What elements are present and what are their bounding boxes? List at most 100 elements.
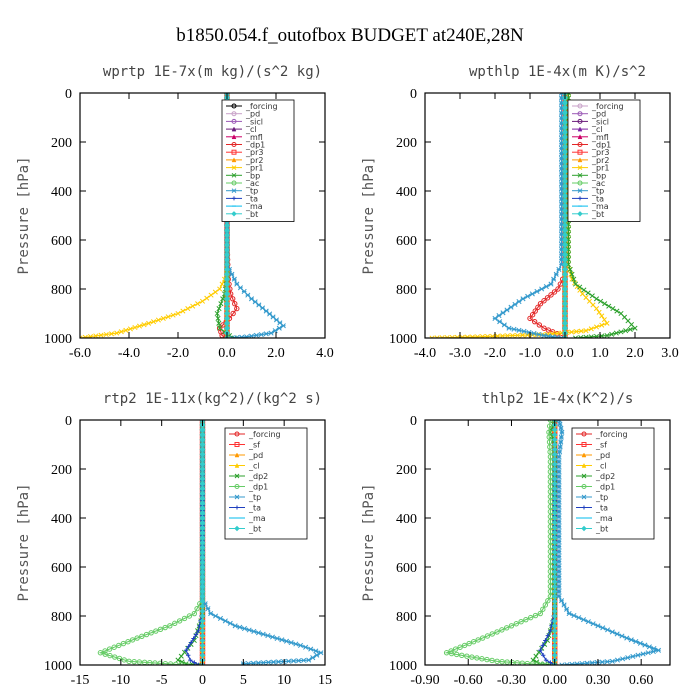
data-point	[162, 624, 168, 631]
data-point	[139, 633, 145, 639]
data-point	[474, 655, 480, 661]
data-point	[190, 303, 196, 309]
x-tick-label: -0.30	[497, 673, 526, 688]
data-point	[120, 640, 127, 647]
legend-label: _pr1	[245, 164, 263, 173]
data-point	[578, 328, 584, 334]
legend-marker	[231, 165, 237, 170]
y-tick-label: 800	[51, 610, 72, 625]
legend-label: _bt	[595, 525, 608, 534]
data-point	[506, 325, 512, 331]
data-point	[556, 558, 562, 565]
x-tick-label: -10	[111, 673, 130, 688]
data-point	[546, 429, 552, 435]
data-point	[288, 640, 294, 646]
legend-label: _cl	[595, 462, 607, 471]
legend-marker	[577, 134, 583, 140]
data-point	[231, 276, 237, 282]
legend-label: _bp	[591, 171, 606, 180]
legend-label: _forcing	[591, 102, 624, 111]
legend-entry: _pd	[229, 451, 263, 460]
data-point	[116, 642, 122, 649]
legend-label: _ta	[591, 194, 604, 203]
data-point	[540, 643, 546, 648]
data-point	[588, 334, 594, 338]
axes-frame	[424, 92, 671, 339]
data-point	[484, 656, 490, 663]
data-point	[504, 333, 511, 338]
data-point	[153, 628, 159, 634]
data-point	[558, 176, 565, 182]
x-tick-label: 2.0	[626, 346, 644, 361]
data-point	[547, 548, 554, 555]
data-point	[518, 619, 524, 625]
legend-entry: _ta	[572, 194, 604, 203]
data-point	[564, 606, 570, 612]
legend-entry: _sicl	[572, 117, 609, 126]
data-point	[199, 298, 206, 304]
legend-label: _tp	[245, 187, 258, 196]
data-point	[234, 305, 240, 312]
data-point	[214, 310, 220, 317]
data-point	[556, 504, 562, 510]
legend-entry: _ta	[576, 504, 608, 513]
series-line	[444, 420, 551, 665]
data-point	[160, 315, 166, 321]
data-point	[208, 292, 214, 298]
data-point	[251, 628, 257, 634]
data-point	[545, 633, 551, 638]
data-point	[155, 317, 161, 323]
data-point	[599, 322, 605, 328]
data-point	[241, 626, 248, 632]
legend-marker	[577, 126, 583, 132]
data-point	[547, 469, 554, 475]
y-tick-label: 0	[65, 87, 72, 102]
data-point	[301, 657, 307, 663]
data-point	[558, 425, 564, 431]
data-point	[547, 508, 554, 515]
data-point	[557, 444, 563, 450]
data-point	[620, 656, 626, 662]
y-tick-label: 1000	[44, 332, 72, 347]
data-point	[501, 322, 507, 328]
data-point	[594, 659, 600, 665]
data-point	[572, 335, 579, 338]
data-point	[193, 632, 199, 637]
data-point	[556, 499, 562, 505]
data-point	[588, 326, 594, 332]
legend-label: _forcing	[245, 102, 278, 111]
data-point	[547, 464, 554, 470]
data-point	[552, 662, 558, 665]
x-tick-label: -2.0	[484, 346, 506, 361]
data-point	[547, 498, 554, 505]
data-point	[241, 288, 247, 295]
legend-marker	[577, 103, 583, 109]
legend-label: _bt	[245, 210, 258, 219]
data-point	[556, 588, 562, 594]
data-point	[577, 284, 583, 290]
data-point	[556, 578, 562, 584]
data-point	[604, 627, 611, 633]
data-point	[448, 648, 454, 654]
data-point	[314, 652, 320, 658]
legend-marker	[234, 494, 240, 500]
data-point	[524, 660, 531, 665]
legend-marker	[231, 211, 237, 217]
data-point	[556, 533, 562, 540]
data-point	[183, 661, 189, 665]
data-point	[111, 644, 117, 650]
data-point	[234, 281, 240, 287]
data-point	[260, 660, 266, 665]
data-point	[598, 298, 604, 304]
data-point	[459, 334, 465, 338]
data-point	[176, 618, 183, 624]
data-point	[536, 322, 543, 328]
data-point	[541, 332, 547, 338]
data-point	[191, 636, 196, 641]
data-point	[461, 642, 468, 649]
x-tick-label: 0.00	[542, 673, 567, 688]
data-point	[556, 474, 562, 480]
legend-marker	[582, 505, 586, 510]
data-point	[215, 315, 221, 321]
data-point	[537, 301, 544, 307]
